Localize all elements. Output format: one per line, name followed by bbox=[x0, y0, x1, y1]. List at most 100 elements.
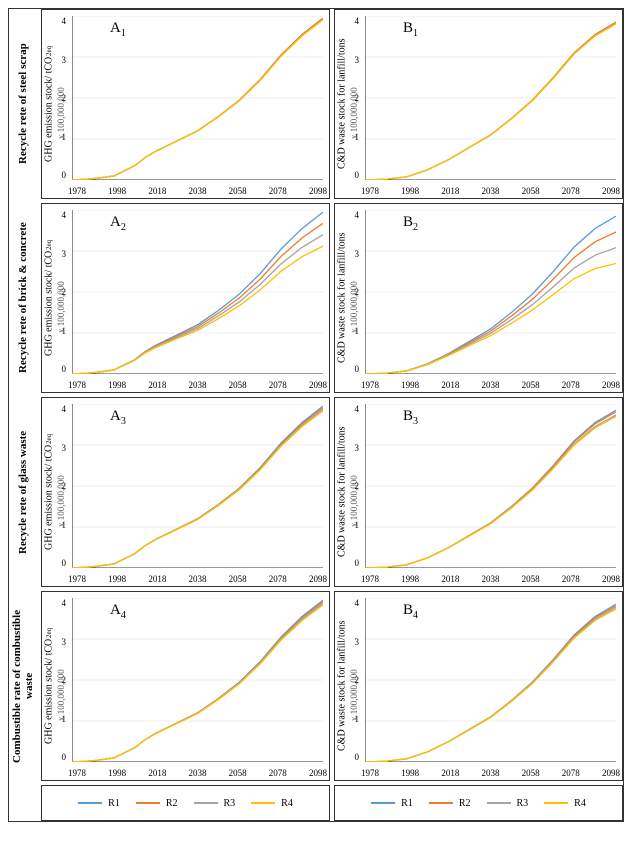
plot-area: 012341978199820182038205820782098B4 bbox=[359, 592, 622, 780]
series-R2 bbox=[72, 223, 323, 374]
chart-svg bbox=[72, 404, 323, 568]
legend-item: R3 bbox=[194, 798, 236, 809]
legend-swatch bbox=[487, 802, 511, 804]
panel-id: B1 bbox=[403, 20, 418, 39]
x-ticks: 1978199820182038205820782098 bbox=[359, 380, 622, 390]
series-R4 bbox=[365, 416, 616, 568]
chart-panel: GHG emission stock/ tCO2eqx 100,000,0000… bbox=[41, 203, 330, 393]
series-R3 bbox=[72, 235, 323, 374]
series-R4 bbox=[365, 24, 616, 180]
panel-id: A4 bbox=[110, 602, 126, 621]
series-R4 bbox=[72, 411, 323, 568]
y-ticks: 01234 bbox=[56, 598, 66, 762]
plot-area: 012341978199820182038205820782098A4 bbox=[66, 592, 329, 780]
series-R1 bbox=[365, 216, 616, 374]
legend-label: R3 bbox=[517, 798, 529, 809]
legend-label: R4 bbox=[281, 798, 293, 809]
legend-spacer bbox=[9, 785, 37, 821]
series-R2 bbox=[365, 606, 616, 762]
chart-panel: GHG emission stock/ tCO2eqx 100,000,0000… bbox=[41, 9, 330, 199]
legend-swatch bbox=[78, 802, 102, 804]
series-R2 bbox=[72, 408, 323, 568]
y-ticks: 01234 bbox=[349, 210, 359, 374]
chart-svg bbox=[365, 598, 616, 762]
legend: R1 R2 R3 R4 bbox=[41, 785, 330, 821]
legend-swatch bbox=[136, 802, 160, 804]
chart-svg bbox=[72, 16, 323, 180]
row-label: Recycle rete of brick & concrete bbox=[9, 203, 37, 393]
legend-swatch bbox=[251, 802, 275, 804]
x-ticks: 1978199820182038205820782098 bbox=[359, 186, 622, 196]
series-R1 bbox=[365, 410, 616, 568]
series-R4 bbox=[72, 246, 323, 374]
y-axis-label: C&D waste stock for lanfill/tons bbox=[335, 10, 349, 198]
legend-item: R2 bbox=[136, 798, 178, 809]
panel-id: B2 bbox=[403, 214, 418, 233]
y-axis-label: GHG emission stock/ tCO2eq bbox=[42, 10, 56, 198]
panel-id: A2 bbox=[110, 214, 126, 233]
series-R1 bbox=[72, 212, 323, 374]
legend-item: R1 bbox=[371, 798, 413, 809]
series-R1 bbox=[72, 18, 323, 180]
panel-id: B4 bbox=[403, 602, 418, 621]
legend-item: R4 bbox=[251, 798, 293, 809]
chart-svg bbox=[365, 404, 616, 568]
legend-label: R2 bbox=[166, 798, 178, 809]
chart-svg bbox=[365, 16, 616, 180]
legend-label: R4 bbox=[574, 798, 586, 809]
legend-swatch bbox=[429, 802, 453, 804]
y-ticks: 01234 bbox=[349, 598, 359, 762]
series-R2 bbox=[365, 412, 616, 568]
series-R2 bbox=[365, 22, 616, 180]
x-ticks: 1978199820182038205820782098 bbox=[66, 574, 329, 584]
chart-panel: C&D waste stock for lanfill/tonsx 100,00… bbox=[334, 9, 623, 199]
panel-id: A1 bbox=[110, 20, 126, 39]
legend-swatch bbox=[371, 802, 395, 804]
chart-svg bbox=[72, 598, 323, 762]
x-ticks: 1978199820182038205820782098 bbox=[359, 768, 622, 778]
legend-item: R2 bbox=[429, 798, 471, 809]
chart-svg bbox=[365, 210, 616, 374]
legend-swatch bbox=[544, 802, 568, 804]
series-R2 bbox=[72, 602, 323, 762]
series-R3 bbox=[72, 20, 323, 180]
row-label: Combustible rate of combustible waste bbox=[9, 591, 37, 781]
legend-label: R3 bbox=[224, 798, 236, 809]
chart-svg bbox=[72, 210, 323, 374]
series-R3 bbox=[365, 24, 616, 180]
series-R1 bbox=[365, 604, 616, 762]
y-ticks: 01234 bbox=[56, 210, 66, 374]
y-axis-label: C&D waste stock for lanfill/tons bbox=[335, 204, 349, 392]
x-ticks: 1978199820182038205820782098 bbox=[66, 768, 329, 778]
series-R2 bbox=[72, 18, 323, 180]
series-R1 bbox=[72, 406, 323, 568]
legend-label: R1 bbox=[401, 798, 413, 809]
x-ticks: 1978199820182038205820782098 bbox=[66, 380, 329, 390]
legend-swatch bbox=[194, 802, 218, 804]
chart-panel: C&D waste stock for lanfill/tonsx 100,00… bbox=[334, 203, 623, 393]
plot-area: 012341978199820182038205820782098B2 bbox=[359, 204, 622, 392]
series-R3 bbox=[365, 248, 616, 374]
plot-area: 012341978199820182038205820782098B1 bbox=[359, 10, 622, 198]
legend-label: R2 bbox=[459, 798, 471, 809]
y-axis-label: GHG emission stock/ tCO2eq bbox=[42, 398, 56, 586]
y-ticks: 01234 bbox=[56, 16, 66, 180]
plot-area: 012341978199820182038205820782098B3 bbox=[359, 398, 622, 586]
panel-id: B3 bbox=[403, 408, 418, 427]
y-ticks: 01234 bbox=[349, 16, 359, 180]
legend-label: R1 bbox=[108, 798, 120, 809]
panel-id: A3 bbox=[110, 408, 126, 427]
series-R1 bbox=[365, 22, 616, 180]
legend-item: R1 bbox=[78, 798, 120, 809]
plot-area: 012341978199820182038205820782098A2 bbox=[66, 204, 329, 392]
series-R3 bbox=[72, 409, 323, 568]
series-R4 bbox=[72, 20, 323, 180]
chart-panel: GHG emission stock/ tCO2eqx 100,000,0000… bbox=[41, 591, 330, 781]
y-axis-label: C&D waste stock for lanfill/tons bbox=[335, 398, 349, 586]
row-label: Recycle rete of glass waste bbox=[9, 397, 37, 587]
plot-area: 012341978199820182038205820782098A3 bbox=[66, 398, 329, 586]
series-R4 bbox=[365, 263, 616, 374]
row-label: Recycle rete of steel scrap bbox=[9, 9, 37, 199]
legend-item: R3 bbox=[487, 798, 529, 809]
x-ticks: 1978199820182038205820782098 bbox=[66, 186, 329, 196]
